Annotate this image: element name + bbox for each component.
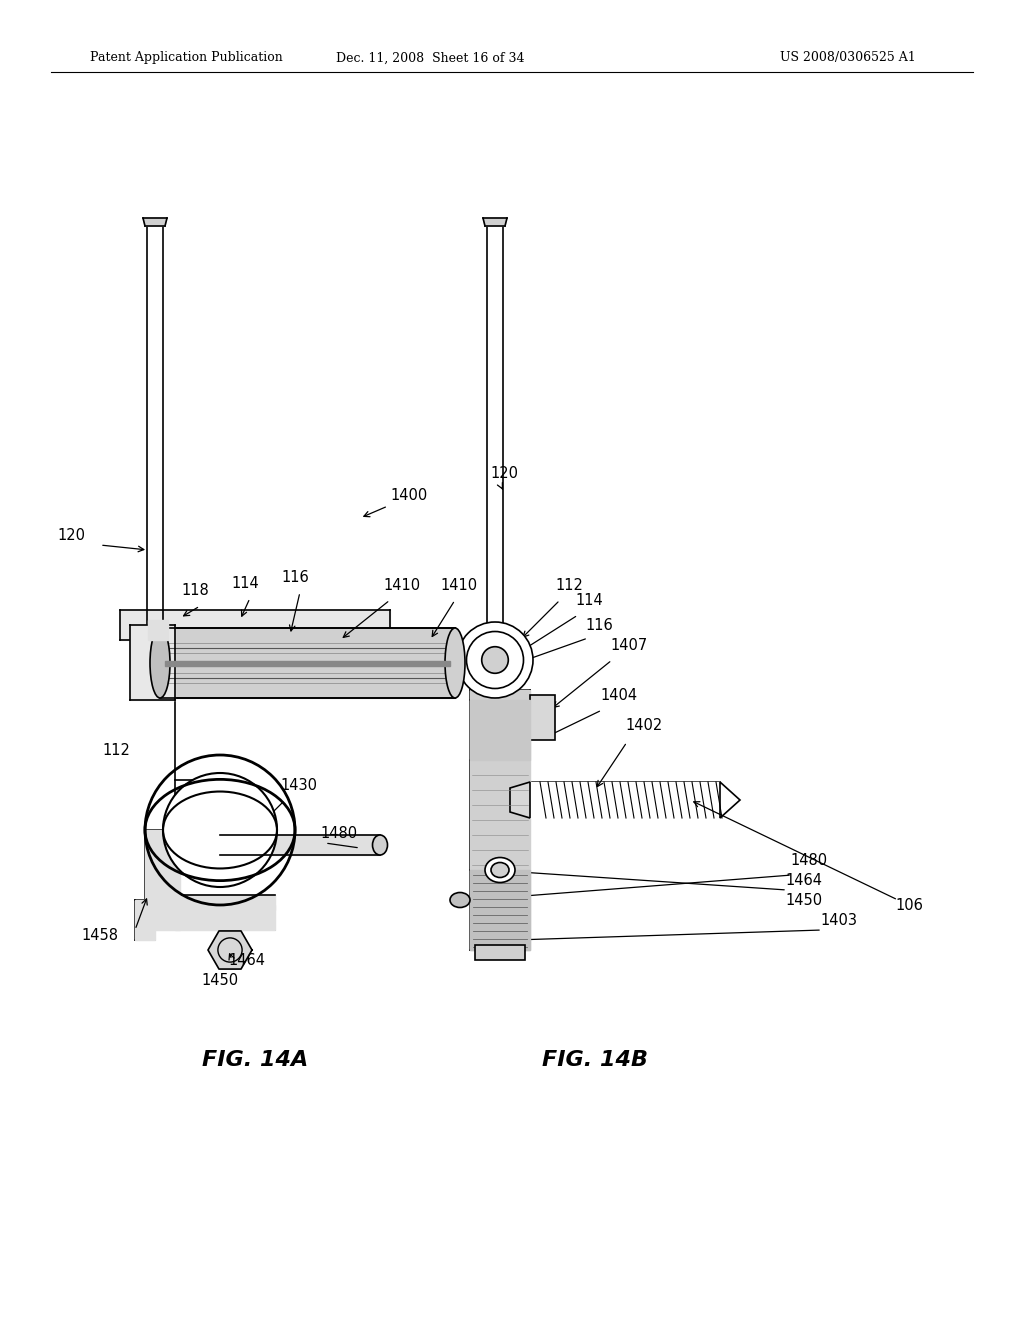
Text: 1400: 1400 xyxy=(390,488,427,503)
Text: FIG. 14B: FIG. 14B xyxy=(542,1049,648,1071)
Text: 1450: 1450 xyxy=(785,894,822,908)
Text: FIG. 14A: FIG. 14A xyxy=(202,1049,308,1071)
Text: 116: 116 xyxy=(282,570,309,585)
Text: US 2008/0306525 A1: US 2008/0306525 A1 xyxy=(780,51,915,65)
Polygon shape xyxy=(130,624,175,700)
Text: Dec. 11, 2008  Sheet 16 of 34: Dec. 11, 2008 Sheet 16 of 34 xyxy=(336,51,524,65)
Ellipse shape xyxy=(481,647,508,673)
Text: 1410: 1410 xyxy=(383,578,420,593)
Text: 1464: 1464 xyxy=(785,873,822,888)
Polygon shape xyxy=(483,218,507,226)
Ellipse shape xyxy=(467,631,523,689)
Text: 1430: 1430 xyxy=(280,777,317,793)
Text: 114: 114 xyxy=(575,593,603,609)
Text: 118: 118 xyxy=(181,583,209,598)
Text: 120: 120 xyxy=(490,466,518,480)
Text: 1480: 1480 xyxy=(319,826,357,841)
Polygon shape xyxy=(145,830,180,931)
Polygon shape xyxy=(475,945,525,960)
Text: 112: 112 xyxy=(102,743,130,758)
Ellipse shape xyxy=(163,792,278,869)
Polygon shape xyxy=(720,781,740,818)
Polygon shape xyxy=(135,900,155,940)
Polygon shape xyxy=(175,895,275,909)
Text: 1403: 1403 xyxy=(820,913,857,928)
Ellipse shape xyxy=(445,628,465,698)
Polygon shape xyxy=(530,781,720,818)
Bar xyxy=(160,628,455,698)
Text: Patent Application Publication: Patent Application Publication xyxy=(90,51,283,65)
Ellipse shape xyxy=(485,858,515,883)
Polygon shape xyxy=(120,610,390,640)
Ellipse shape xyxy=(450,892,470,908)
Polygon shape xyxy=(470,870,530,950)
Text: 1410: 1410 xyxy=(440,578,477,593)
Polygon shape xyxy=(470,690,530,950)
Polygon shape xyxy=(470,700,530,760)
Text: 1404: 1404 xyxy=(600,688,637,704)
Ellipse shape xyxy=(490,862,509,878)
Polygon shape xyxy=(487,220,503,950)
Text: 1464: 1464 xyxy=(228,953,265,968)
Text: 1407: 1407 xyxy=(610,638,647,653)
Text: 1480: 1480 xyxy=(790,853,827,869)
Polygon shape xyxy=(165,661,450,667)
Polygon shape xyxy=(175,906,275,931)
Text: 120: 120 xyxy=(57,528,85,543)
Polygon shape xyxy=(220,836,380,855)
Polygon shape xyxy=(147,220,163,660)
Polygon shape xyxy=(143,218,167,226)
Circle shape xyxy=(163,774,278,887)
Ellipse shape xyxy=(457,622,534,698)
Polygon shape xyxy=(208,931,252,969)
Polygon shape xyxy=(510,781,530,818)
Text: 114: 114 xyxy=(231,576,259,591)
Text: 1402: 1402 xyxy=(625,718,663,733)
Polygon shape xyxy=(148,620,168,640)
Polygon shape xyxy=(530,696,555,741)
Text: 106: 106 xyxy=(895,898,923,913)
Polygon shape xyxy=(160,628,455,698)
Text: 116: 116 xyxy=(585,618,612,634)
Text: 1450: 1450 xyxy=(202,973,239,987)
Text: 112: 112 xyxy=(555,578,583,593)
Ellipse shape xyxy=(150,628,170,698)
Ellipse shape xyxy=(373,836,387,855)
Text: 1458: 1458 xyxy=(81,928,118,942)
